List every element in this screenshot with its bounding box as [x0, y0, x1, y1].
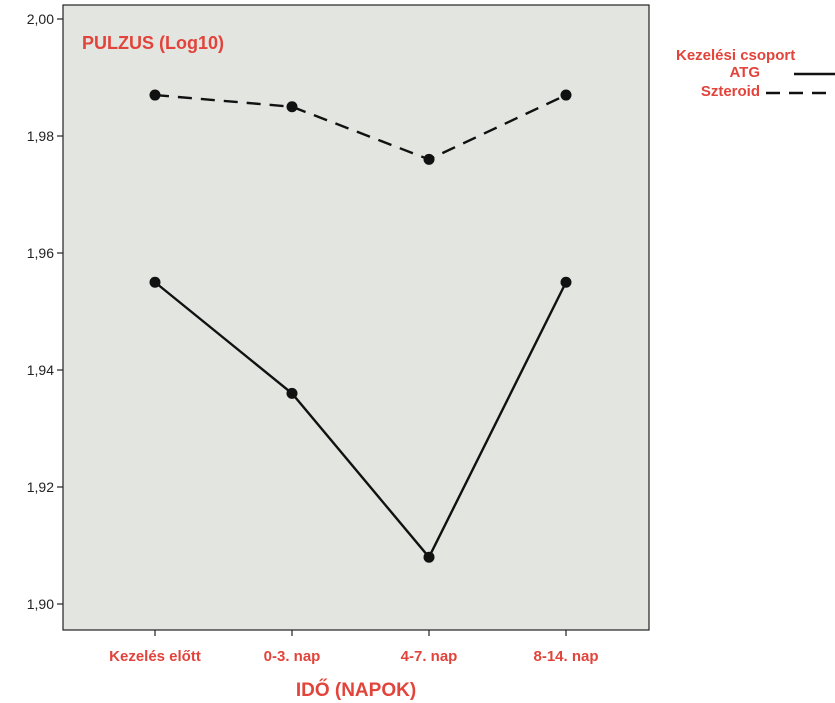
y-tick-label: 1,92	[27, 479, 54, 495]
legend-label-atg: ATG	[729, 64, 760, 81]
plot-area	[62, 4, 650, 631]
y-tick-label: 1,98	[27, 128, 54, 144]
data-point-atg	[560, 276, 572, 288]
y-tick-label: 1,90	[27, 596, 54, 612]
x-axis-label: IDŐ (NAPOK)	[296, 679, 416, 701]
y-tick-label: 1,96	[27, 245, 54, 261]
data-point-atg	[423, 551, 435, 563]
series-layer	[149, 89, 572, 563]
x-tick-label: 8-14. nap	[533, 648, 598, 665]
data-point-atg	[149, 276, 161, 288]
x-tick-label: 0-3. nap	[264, 648, 321, 665]
x-tick-label: 4-7. nap	[401, 648, 458, 665]
data-point-szteroid	[423, 153, 435, 165]
y-axis: 1,90 1,92 1,94 1,96 1,98 2,00	[27, 11, 63, 612]
x-tick-label: Kezelés előtt	[109, 648, 201, 665]
legend: Kezelési csoport ATG Szteroid	[676, 47, 835, 100]
x-axis: Kezelés előtt 0-3. nap 4-7. nap 8-14. nap	[109, 630, 599, 665]
chart-title: PULZUS (Log10)	[82, 33, 224, 53]
legend-title: Kezelési csoport	[676, 47, 795, 64]
series-line-szteroid	[154, 93, 567, 161]
y-tick-label: 1,94	[27, 362, 54, 378]
series-line-atg	[154, 281, 568, 560]
data-point-szteroid	[286, 101, 298, 113]
data-point-szteroid	[560, 89, 572, 101]
data-point-atg	[286, 387, 298, 399]
legend-label-szteroid: Szteroid	[701, 83, 760, 100]
y-tick-label: 2,00	[27, 11, 54, 27]
data-point-szteroid	[149, 89, 161, 101]
